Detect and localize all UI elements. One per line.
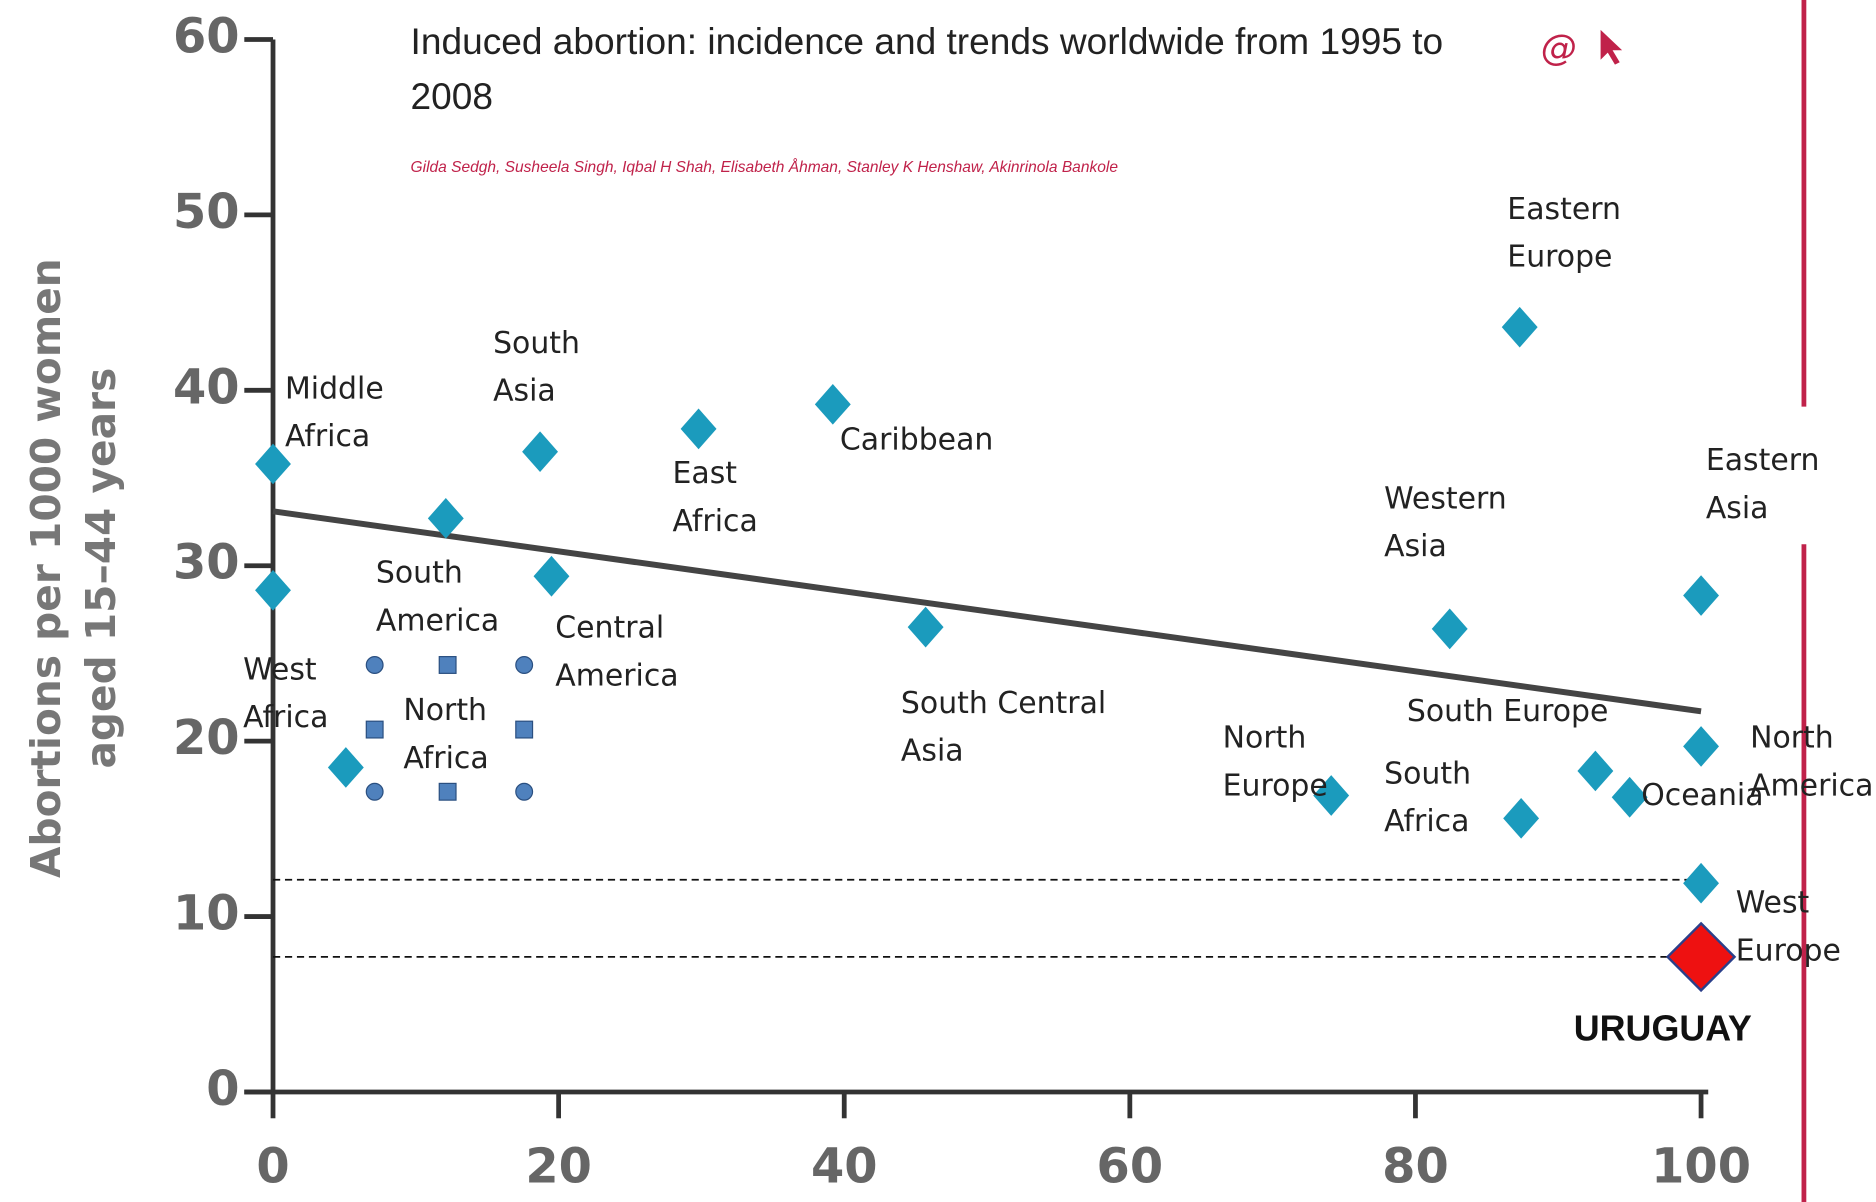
y-tick-label: 30	[173, 536, 240, 591]
decor-marker	[515, 782, 534, 801]
annotation-box: Caribbean	[839, 422, 994, 457]
trend-line	[272, 508, 1702, 715]
x-tick-label: 80	[1382, 1140, 1449, 1195]
subtitle: Gilda Sedgh, Susheela Singh, Iqbal H Sha…	[411, 159, 1119, 176]
x-tick-label: 20	[525, 1140, 592, 1195]
annotation-box: Oceania	[1641, 777, 1764, 813]
annotation: West Africa	[243, 651, 329, 735]
decor-marker	[438, 782, 457, 801]
annotation: South Africa	[1384, 755, 1472, 839]
decor-marker	[515, 720, 534, 739]
decor-marker	[365, 782, 384, 801]
point	[1683, 726, 1720, 767]
logo: @	[1541, 28, 1623, 69]
chart-title: Induced abortion: incidence and trends w…	[410, 20, 1444, 118]
annotation-box: Eastern Asia	[1705, 442, 1820, 526]
annotation: East Africa	[672, 455, 758, 539]
decor-marker	[515, 656, 534, 674]
point	[1503, 797, 1540, 839]
point	[1431, 608, 1468, 650]
x-tick-label: 40	[811, 1140, 878, 1195]
annotation: Eastern Europe	[1507, 191, 1621, 274]
title-box: Induced abortion: incidence and trends w…	[410, 20, 1444, 118]
point	[255, 443, 291, 485]
annotation-box: Middle Africa	[284, 370, 384, 454]
y-tick-label: 60	[173, 9, 240, 64]
point	[1611, 776, 1648, 818]
annotation: Eastern Asia	[1705, 442, 1820, 526]
annotation-box: South Europe	[1406, 693, 1609, 729]
point	[814, 384, 851, 425]
x-tick-label: 0	[256, 1140, 289, 1195]
point	[1683, 575, 1720, 616]
annotation: West Europe	[1735, 885, 1841, 968]
annotation: South America	[375, 554, 500, 638]
annotation: Caribbean	[839, 422, 994, 457]
y-label-line: Abortions per 1000 women	[22, 258, 70, 878]
annotation: North Europe	[1222, 720, 1328, 803]
annotation-box: South Africa	[1384, 755, 1472, 839]
y-label: Abortions per 1000 women aged 15–44 year…	[22, 258, 125, 878]
annotation: Middle Africa	[284, 370, 384, 454]
y-tick-label: 0	[206, 1062, 239, 1117]
x-tick-label: 60	[1097, 1140, 1164, 1195]
point	[1683, 862, 1720, 904]
annotation-box: Central America	[555, 609, 679, 693]
annotation: Central America	[555, 609, 679, 693]
highlight-point	[1665, 921, 1737, 993]
annotation-box: Eastern Europe	[1507, 191, 1621, 274]
annotation: Western Asia	[1384, 480, 1507, 564]
decor-marker	[365, 656, 384, 674]
y-tick-label: 50	[173, 185, 240, 240]
annotation-box: West Africa	[243, 651, 329, 735]
y-tick-label: 40	[173, 360, 240, 415]
highlight-label: URUGUAY	[1574, 1008, 1752, 1048]
decor-markers	[365, 656, 534, 801]
y-label-line: aged 15–44 years	[77, 368, 125, 769]
logo-mark: @	[1541, 28, 1577, 69]
annotation-box: South Central Asia	[900, 685, 1107, 768]
annotation: North Africa	[403, 692, 489, 776]
annotation-box: South America	[375, 554, 500, 638]
annotation-box: North America	[1750, 720, 1874, 803]
annotation: North America	[1750, 720, 1874, 803]
point	[522, 431, 558, 473]
annotation-box: West Europe	[1735, 885, 1841, 968]
y-tick-label: 10	[173, 887, 240, 942]
logo-cursor	[1600, 29, 1623, 65]
annotation-box: North Europe	[1222, 720, 1328, 803]
annotation: South Asia	[493, 325, 580, 408]
annotation: Oceania	[1641, 777, 1764, 813]
annotation-box: Western Asia	[1384, 480, 1507, 564]
point	[427, 498, 464, 539]
annotation: South Central Asia	[900, 685, 1107, 768]
point	[680, 408, 717, 450]
annotation: South Europe	[1406, 693, 1609, 729]
decor-marker	[365, 720, 384, 739]
annotation-box: North Africa	[403, 692, 489, 776]
y-tick-label: 20	[173, 711, 240, 766]
x-tick-label: 100	[1651, 1140, 1751, 1195]
annotation-box: East Africa	[672, 455, 758, 539]
annotation-box: South Asia	[493, 325, 580, 408]
decor-marker	[438, 656, 457, 674]
